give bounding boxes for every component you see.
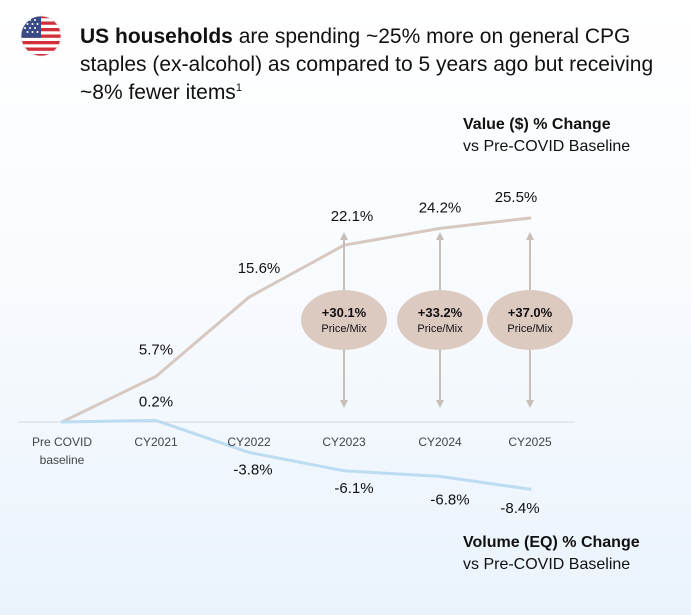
volume-data-label: -3.8% xyxy=(233,461,272,478)
value-data-label: 25.5% xyxy=(495,189,538,206)
volume-title-main: Volume (EQ) % Change xyxy=(463,534,640,551)
volume-data-label: -6.1% xyxy=(334,480,373,497)
volume-data-label: -8.4% xyxy=(500,500,539,517)
x-tick-label: CY2021 xyxy=(134,435,178,449)
price-mix-label: Price/Mix xyxy=(417,323,463,335)
x-tick-label: CY2024 xyxy=(418,435,462,449)
headline-bold: US households xyxy=(80,25,233,48)
arrow-up-icon xyxy=(436,232,444,240)
volume-series-title: Volume (EQ) % Change vs Pre-COVID Baseli… xyxy=(463,532,640,576)
value-series-line xyxy=(60,216,532,424)
arrow-down-icon xyxy=(526,400,534,408)
arrow-down-icon xyxy=(340,400,348,408)
headline-footnote: 1 xyxy=(235,82,242,94)
volume-series-line xyxy=(60,418,532,491)
price-mix-badge xyxy=(301,290,387,350)
value-data-label: 15.6% xyxy=(238,260,281,277)
x-tick-label: CY2025 xyxy=(508,435,552,449)
value-series-title: Value ($) % Change vs Pre-COVID Baseline xyxy=(463,114,630,158)
headline-rest: are spending ~25% more on general CPG st… xyxy=(80,25,654,104)
us-flag-icon xyxy=(20,15,62,57)
price-mix-badge xyxy=(487,290,573,350)
x-tick-label: CY2022 xyxy=(227,435,271,449)
price-mix-badge xyxy=(397,290,483,350)
arrow-up-icon xyxy=(526,232,534,240)
headline: US households are spending ~25% more on … xyxy=(80,23,670,107)
price-mix-label: Price/Mix xyxy=(321,323,367,335)
value-title-main: Value ($) % Change xyxy=(463,116,611,133)
value-data-label: 22.1% xyxy=(331,208,374,225)
value-data-label: 5.7% xyxy=(139,341,173,358)
x-tick-label: Pre COVID baseline xyxy=(32,435,92,467)
price-mix-value: +37.0% xyxy=(508,305,553,320)
arrow-down-icon xyxy=(436,400,444,408)
price-mix-value: +33.2% xyxy=(418,305,463,320)
volume-data-label: 0.2% xyxy=(139,393,173,410)
value-data-label: 24.2% xyxy=(419,199,462,216)
value-title-subtitle: vs Pre-COVID Baseline xyxy=(463,138,631,155)
price-mix-label: Price/Mix xyxy=(507,323,553,335)
price-mix-value: +30.1% xyxy=(322,305,367,320)
volume-data-label: -6.8% xyxy=(430,491,469,508)
x-tick-label: CY2023 xyxy=(322,435,366,449)
volume-title-subtitle: vs Pre-COVID Baseline xyxy=(463,556,631,573)
arrow-up-icon xyxy=(340,232,348,240)
